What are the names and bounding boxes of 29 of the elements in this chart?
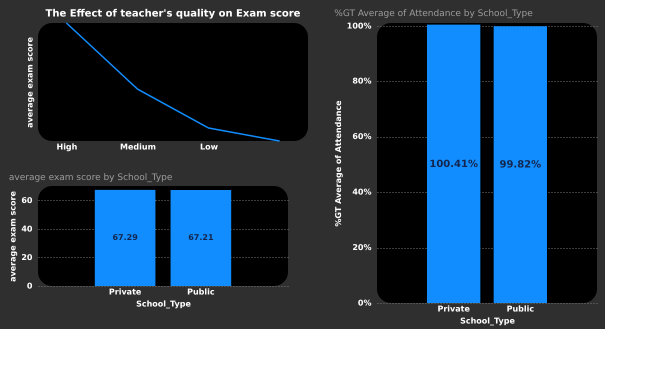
chart-title: %GT Average of Attendance by School_Type [334, 8, 534, 19]
y-tick-label: 40% [352, 188, 372, 197]
y-tick-label: 60% [352, 132, 372, 142]
data-label: 100.41% [429, 158, 478, 170]
y-axis-title: %GT Average of Attendance [334, 100, 343, 227]
chart-title: average exam score by School_Type [8, 173, 173, 183]
x-tick-label: Private [437, 304, 470, 314]
x-tick-label: Private [108, 288, 142, 296]
x-tick-label: Public [187, 288, 215, 296]
y-tick-label: 60 [21, 196, 33, 205]
x-tick-label: Medium [120, 142, 156, 152]
y-axis-title: average exam score [26, 36, 34, 128]
y-tick-label: 0 [26, 282, 33, 290]
data-label: 67.29 [112, 232, 138, 242]
chart-title: The Effect of teacher's quality on Exam score [46, 8, 301, 20]
x-axis-title: School_Type [460, 316, 516, 326]
y-tick-label: 100% [346, 21, 372, 30]
data-label: 67.21 [188, 232, 214, 242]
x-tick-label: High [56, 142, 78, 152]
x-tick-label: Public [506, 304, 534, 314]
x-tick-label: Low [200, 142, 219, 152]
y-tick-label: 0% [358, 298, 372, 308]
data-label: 99.82% [500, 160, 542, 171]
y-tick-label: 20 [21, 252, 33, 262]
y-tick-label: 40 [21, 224, 33, 234]
y-tick-label: 80% [352, 76, 372, 86]
y-tick-label: 20% [352, 243, 372, 252]
y-axis-title: average exam score [8, 190, 18, 282]
x-axis-title: School_Type [136, 300, 192, 308]
